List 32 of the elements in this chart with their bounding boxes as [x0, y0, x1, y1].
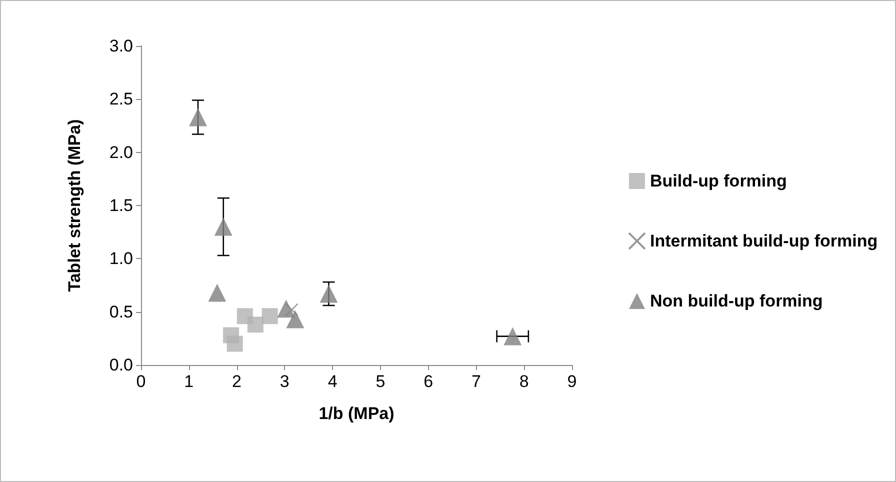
- x-tick-label: 0: [136, 372, 146, 391]
- point: [247, 316, 264, 333]
- point: [286, 310, 304, 328]
- x-tick-label: 4: [328, 372, 338, 391]
- x-tick-label: 9: [567, 372, 577, 391]
- point: [320, 284, 338, 303]
- y-tick-label: 3.0: [109, 36, 133, 56]
- legend-label: Intermitant build-up forming: [650, 232, 878, 250]
- point: [188, 108, 207, 126]
- x-tick-label: 2: [232, 372, 242, 391]
- y-tick-label: 0.5: [109, 302, 133, 322]
- point: [277, 300, 296, 318]
- x-tick-label: 3: [280, 372, 290, 391]
- y-tick-label: 1.5: [109, 196, 133, 215]
- x-axis-title: 1/b (MPa): [318, 404, 394, 423]
- y-tick-label: 2.5: [109, 90, 133, 109]
- legend-label: Non build-up forming: [650, 292, 823, 310]
- y-tick-label: 2.0: [109, 142, 133, 162]
- point: [226, 336, 243, 352]
- x-tick-label: 1: [184, 372, 194, 391]
- x-tick-label: 5: [376, 372, 386, 391]
- y-tick-label: 1.0: [109, 249, 133, 268]
- point: [208, 284, 226, 302]
- y-axis-title: Tablet strength (MPa): [65, 119, 84, 292]
- legend-label: Build-up forming: [650, 172, 787, 190]
- x-tick-label: 7: [471, 372, 481, 391]
- x-tick-label: 8: [519, 372, 529, 391]
- y-tick-label: 0.0: [109, 356, 133, 374]
- point: [214, 218, 232, 236]
- point: [504, 327, 522, 346]
- x-tick-label: 6: [424, 372, 434, 391]
- point: [262, 308, 278, 324]
